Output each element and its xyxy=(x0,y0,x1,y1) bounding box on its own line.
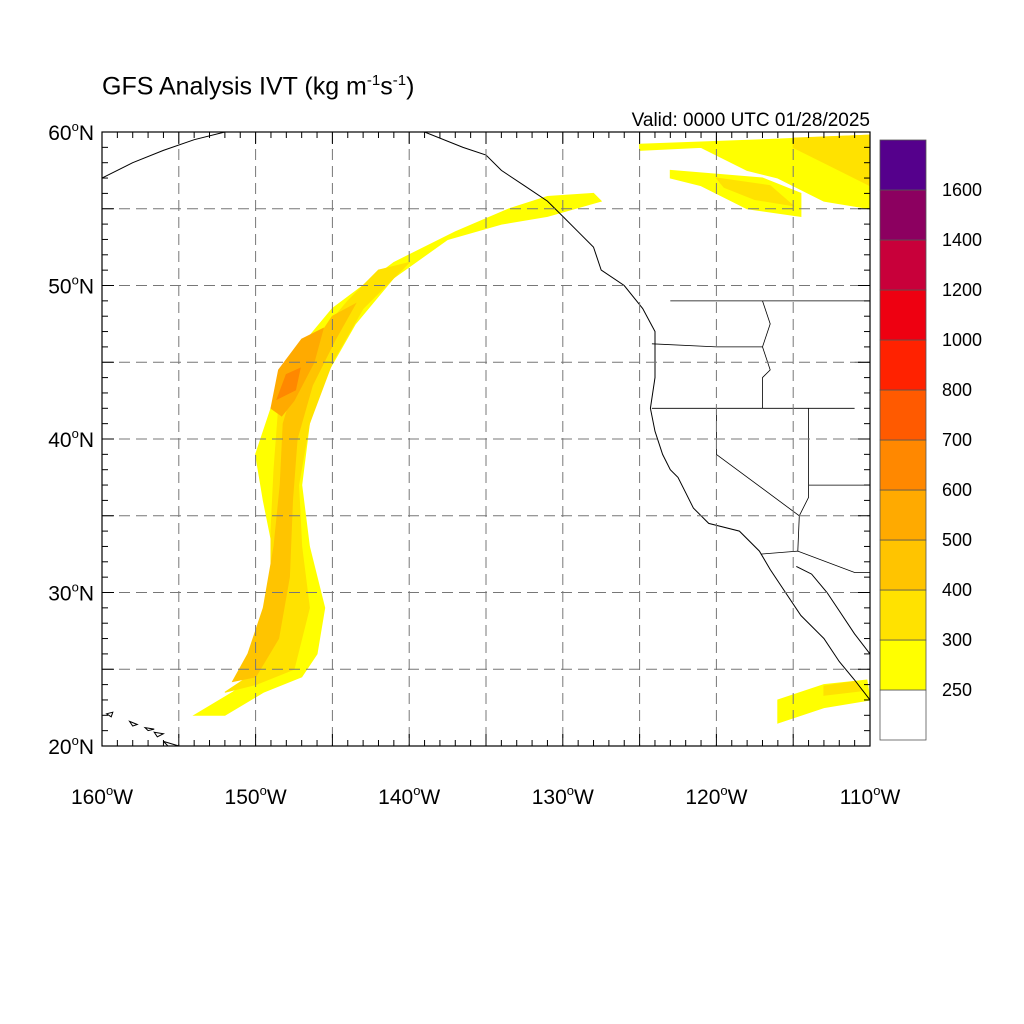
colorbar-label: 250 xyxy=(942,680,972,700)
colorbar-label: 500 xyxy=(942,530,972,550)
colorbar-label: 600 xyxy=(942,480,972,500)
colorbar-swatch xyxy=(880,440,926,490)
hawaii-island xyxy=(130,721,138,726)
colorbar-swatch xyxy=(880,390,926,440)
coastline-alaska xyxy=(102,132,225,178)
state-boundary xyxy=(652,344,763,347)
colorbar-swatch xyxy=(880,340,926,390)
colorbar-swatch xyxy=(880,290,926,340)
colorbar-swatch xyxy=(880,690,926,740)
state-boundary xyxy=(799,408,808,516)
axis-ticks: 160oW 150oW 140oW 130oW 120oW 110oW 60oN 50oN 40… xyxy=(48,119,900,809)
lat-tick-label: 60oN xyxy=(48,119,94,145)
colorbar-swatch xyxy=(880,240,926,290)
hawaii-island xyxy=(163,741,178,749)
lon-tick-label: 120oW xyxy=(685,783,747,809)
lat-tick-label: 40oN xyxy=(48,426,94,452)
lon-tick-label: 160oW xyxy=(71,783,133,809)
lat-tick-label: 30oN xyxy=(48,580,94,606)
colorbar-swatch xyxy=(880,190,926,240)
ivt-shading xyxy=(194,135,870,723)
gridlines xyxy=(102,132,870,746)
lon-tick-label: 110oW xyxy=(840,783,901,809)
colorbar-swatch xyxy=(880,140,926,190)
hawaii-island xyxy=(107,712,113,717)
colorbar-label: 800 xyxy=(942,380,972,400)
lon-tick-label: 150oW xyxy=(225,783,287,809)
hawaii-island xyxy=(145,728,154,731)
colorbar-label: 1200 xyxy=(942,280,982,300)
state-boundary xyxy=(716,408,799,551)
colorbar-swatch xyxy=(880,590,926,640)
colorbar-label: 1000 xyxy=(942,330,982,350)
lon-tick-label: 130oW xyxy=(532,783,594,809)
colorbar-label: 400 xyxy=(942,580,972,600)
colorbar-label: 1400 xyxy=(942,230,982,250)
colorbar-swatch xyxy=(880,640,926,690)
colorbar-label: 1600 xyxy=(942,180,982,200)
coastline-gulf-of-california xyxy=(796,566,870,654)
lat-tick-label: 20oN xyxy=(48,733,94,759)
colorbar-label: 700 xyxy=(942,430,972,450)
colorbar: 250 300 400 500 600 700 800 1000 1200 1400 1600 xyxy=(880,140,982,740)
colorbar-swatch xyxy=(880,490,926,540)
lat-tick-label: 50oN xyxy=(48,273,94,299)
colorbar-label: 300 xyxy=(942,630,972,650)
hawaii-island xyxy=(154,732,163,737)
colorbar-swatch xyxy=(880,540,926,590)
us-mexico-border xyxy=(761,551,870,572)
state-boundary xyxy=(763,301,771,408)
lon-tick-label: 140oW xyxy=(378,783,440,809)
